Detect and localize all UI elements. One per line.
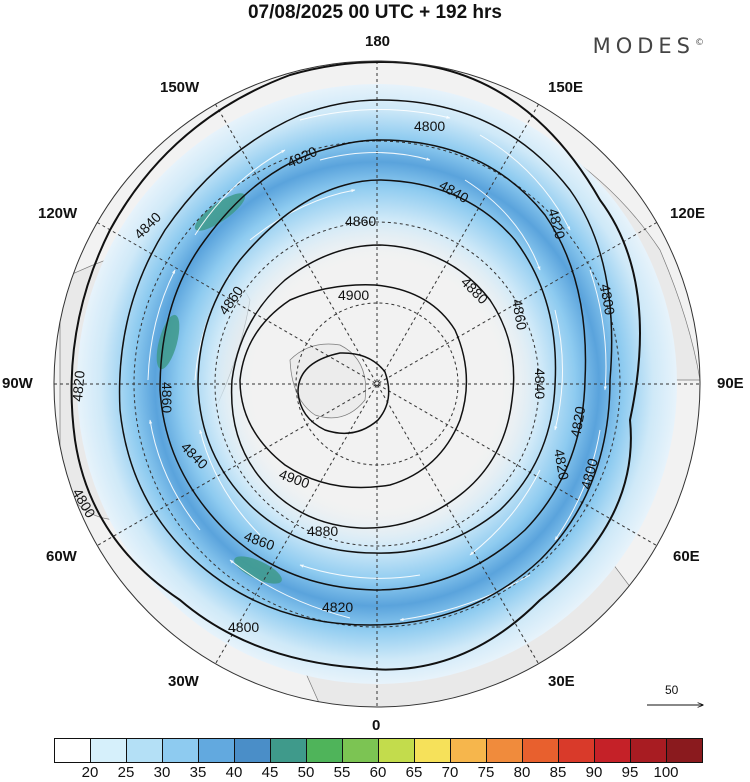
colorbar-cell [306,738,343,763]
wind-speed-shading [77,84,677,684]
longitude-label: 60E [673,548,700,565]
colorbar-cell [162,738,199,763]
brand-mark: © [695,38,704,48]
brand-logo: MODES© [593,34,704,58]
colorbar-tick-label: 95 [621,764,639,781]
colorbar-cell [522,738,559,763]
contour-label: 4800 [597,283,618,317]
colorbar-tick-label: 90 [585,764,603,781]
contour-4880 [230,244,515,529]
contour-label: 4860 [509,298,530,332]
contour-label: 4820 [551,448,572,482]
contour-label: 4840 [532,368,548,399]
reference-arrow-icon [647,683,705,713]
colorbar-tick-label: 30 [153,764,171,781]
longitude-label: 90W [2,375,33,392]
colorbar-cell [54,738,91,763]
contour-4820 [118,99,613,626]
contour-label: 4820 [69,370,88,403]
longitude-label: 150E [548,79,584,96]
colorbar-cell [198,738,235,763]
colorbar-cell [378,738,415,763]
contour-label: 4820 [545,207,569,241]
graticule [54,61,700,707]
longitude-label: 150W [160,79,200,96]
contour-label: 4800 [414,118,445,134]
colorbar-tick-label: 25 [117,764,135,781]
colorbar-cell [126,738,163,763]
colorbar-cell [594,738,631,763]
longitude-label: 180 [365,33,391,50]
longitude-label: 60W [46,548,77,565]
colorbar-cell [630,738,667,763]
longitude-label: 30E [548,673,575,690]
contour-4900-inner [297,352,390,435]
height-contours [70,61,641,671]
colorbar-cell [342,738,379,763]
colorbar-tick-label: 100 [653,764,679,781]
contour-4800 [70,61,641,671]
longitude-label: 0 [372,717,381,734]
colorbar-tick-label: 50 [297,764,315,781]
colorbar-tick-label: 80 [513,764,531,781]
reference-vector-label: 50 [665,683,679,697]
contour-4900-outer [239,284,468,489]
colorbar-cell [90,738,127,763]
wind-streamlines [147,108,607,622]
colorbar-tick-label: 65 [405,764,423,781]
contour-label: 4800 [228,619,259,635]
colorbar-cell [666,738,703,763]
colorbar-tick-label: 70 [441,764,459,781]
colorbar-tick-label: 45 [261,764,279,781]
contour-4860 [197,179,557,554]
colorbar-tick-label: 20 [81,764,99,781]
longitude-label: 30W [168,673,199,690]
contour-label: 4880 [307,523,338,539]
longitude-label: 120W [38,205,78,222]
colorbar-tick-label: 85 [549,764,567,781]
contour-label: 4800 [577,456,601,490]
map-boundary [53,60,701,708]
contour-label: 4860 [345,213,376,229]
map-disk [54,61,700,707]
colorbar-tick-label: 35 [189,764,207,781]
colorbar-cell [558,738,595,763]
colorbar-tick-label: 60 [369,764,387,781]
contour-label: 4860 [159,382,175,413]
contour-label: 4820 [567,405,588,439]
map-title: 07/08/2025 00 UTC + 192 hrs [247,2,503,23]
brand-name: MODES [592,34,695,58]
contour-label: 4900 [338,287,369,303]
colorbar-cell [270,738,307,763]
colorbar-cell [486,738,523,763]
colorbar-cell [414,738,451,763]
colorbar-cell [450,738,487,763]
colorbar [54,738,703,763]
colorbar-tick-label: 40 [225,764,243,781]
colorbar-tick-label: 55 [333,764,351,781]
colorbar-cell [234,738,271,763]
longitude-label: 90E [717,375,744,392]
longitude-label: 120E [670,205,706,222]
contour-4840 [159,139,587,591]
contour-label: 4820 [322,599,353,615]
colorbar-tick-label: 75 [477,764,495,781]
